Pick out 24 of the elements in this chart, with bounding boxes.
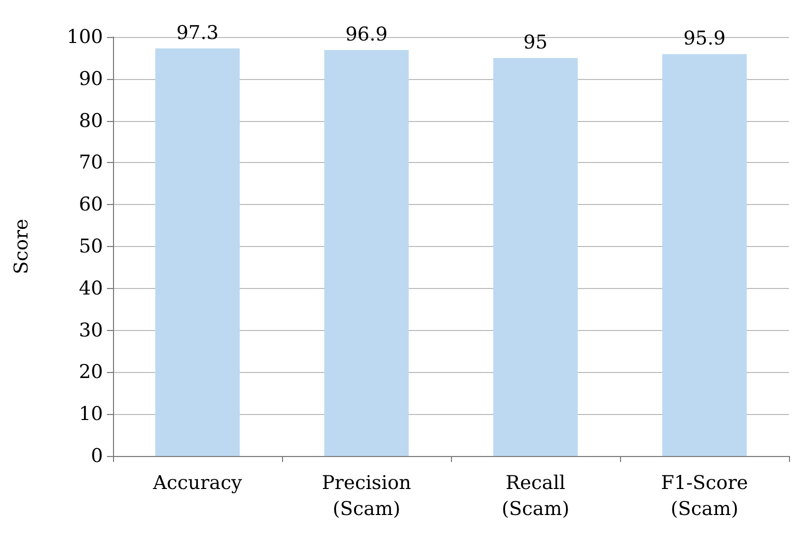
data-label: 95.9: [683, 28, 726, 50]
bar: [155, 48, 240, 456]
y-tick-label: 40: [78, 277, 103, 300]
bar: [493, 58, 578, 456]
data-label: 95: [523, 31, 548, 54]
y-tick-label: 50: [78, 236, 103, 258]
x-tick-label: Precision (Scam): [322, 472, 412, 520]
y-tick-label: 10: [78, 403, 103, 426]
y-tick-label: 70: [78, 152, 103, 174]
y-tick-label: 90: [78, 68, 103, 90]
bar: [324, 50, 409, 456]
y-tick-label: 30: [78, 319, 103, 342]
y-tick-label: 20: [78, 361, 103, 384]
y-tick-label: 80: [78, 110, 103, 132]
y-tick-label: 60: [78, 194, 103, 216]
y-tick-label: 0: [90, 445, 103, 467]
data-label: 97.3: [176, 22, 219, 44]
y-tick-label: 100: [66, 26, 103, 48]
x-tick-label: Recall (Scam): [502, 472, 570, 520]
x-tick-label: F1-Score (Scam): [660, 472, 748, 520]
x-tick-label: Accuracy: [152, 472, 242, 494]
bar: [662, 54, 747, 456]
y-axis-title: Score: [10, 218, 32, 274]
data-label: 96.9: [345, 23, 388, 46]
